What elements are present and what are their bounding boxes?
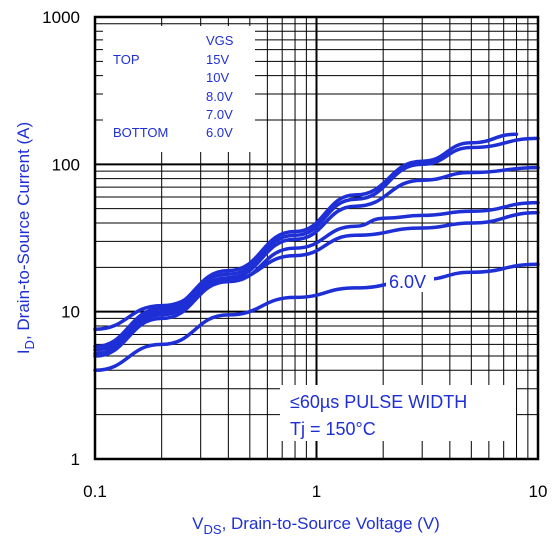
annotation-line-2: Tj = 150°C (290, 419, 376, 439)
legend-top-label: TOP (113, 52, 140, 67)
x-axis-title: VDS, Drain-to-Source Voltage (V) (192, 514, 440, 537)
legend-entry-8v: 8.0V (206, 89, 233, 104)
y-tick-label: 10 (61, 303, 80, 322)
curves (93, 132, 540, 373)
legend-entry-10v: 10V (206, 70, 229, 85)
legend-entry-6v: 6.0V (206, 125, 233, 140)
curve-series-2 (93, 136, 540, 352)
plot-frame (93, 15, 540, 461)
pulse-annotation: ≤60µs PULSE WIDTH Tj = 150°C (280, 385, 516, 441)
y-tick-label: 100 (52, 155, 80, 174)
legend-header: VGS (206, 33, 234, 48)
legend-background (103, 26, 255, 152)
curve-series-3 (93, 165, 540, 356)
legend-bottom-label: BOTTOM (113, 125, 168, 140)
y-tick-label: 1 (71, 450, 80, 469)
legend-entry-15v: 15V (206, 52, 229, 67)
y-tick-label: 1000 (42, 8, 80, 27)
legend-entry-7v: 7.0V (206, 107, 233, 122)
annotation-line-1: ≤60µs PULSE WIDTH (290, 392, 467, 412)
x-tick-label: 10 (529, 482, 548, 501)
curve-series-5 (93, 210, 540, 331)
curve-series-1 (93, 132, 519, 349)
legend: VGS TOP BOTTOM 15V 10V 8.0V 7.0V 6.0V (103, 26, 255, 152)
curve-series-6 (93, 262, 540, 373)
x-tick-label: 0.1 (83, 482, 107, 501)
annotation-background (280, 385, 516, 441)
curve-label-6v: 6.0V (389, 272, 426, 292)
y-axis-title: ID, Drain-to-Source Current (A) (14, 122, 37, 354)
curve-label-background (386, 268, 434, 292)
curve-series-4 (93, 200, 540, 358)
x-tick-label: 1 (312, 482, 321, 501)
curve-label-group: 6.0V (386, 268, 434, 292)
